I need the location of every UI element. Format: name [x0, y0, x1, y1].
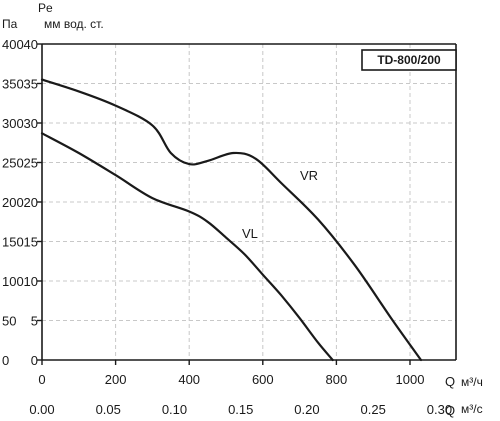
y-tick-label-pa: 300	[2, 116, 24, 131]
grid	[42, 43, 456, 360]
curve-label-vr: VR	[300, 168, 318, 183]
x-primary-label: Q	[445, 374, 455, 389]
y-tick-label-pa: 0	[2, 353, 9, 368]
x-primary-unit: м³/ч	[461, 375, 483, 389]
y-tick-label-mm: 20	[24, 195, 38, 210]
x-secondary-unit: м³/с	[461, 402, 483, 416]
x-tick-label-primary: 600	[252, 372, 274, 387]
x-tick-label-primary: 0	[38, 372, 45, 387]
y-tick-label-pa: 150	[2, 235, 24, 250]
x-tick-label-secondary: 0.25	[361, 402, 386, 417]
x-tick-label-secondary: 0.05	[96, 402, 121, 417]
x-tick-label-secondary: 0.00	[29, 402, 54, 417]
y-tick-label-mm: 5	[31, 314, 38, 329]
y-tick-label-pa: 250	[2, 156, 24, 171]
axes	[37, 43, 457, 365]
x-tick-label-primary: 1000	[396, 372, 425, 387]
x-tick-label-primary: 400	[178, 372, 200, 387]
curve-vr	[40, 78, 423, 362]
curve-label-vl: VL	[242, 226, 258, 241]
y-axis-pa-unit: Па	[2, 17, 18, 31]
curve-vl	[40, 132, 334, 362]
y-tick-label-pa: 100	[2, 274, 24, 289]
y-tick-label-mm: 40	[24, 37, 38, 52]
y-axis-symbol: Pe	[38, 1, 53, 15]
x-tick-label-primary: 200	[105, 372, 127, 387]
x-tick-label-secondary: 0.15	[228, 402, 253, 417]
x-tick-label-secondary: 0.10	[162, 402, 187, 417]
y-tick-label-mm: 15	[24, 235, 38, 250]
x-tick-label-primary: 800	[326, 372, 348, 387]
y-tick-label-pa: 350	[2, 77, 24, 92]
curves	[40, 78, 423, 362]
chart-title: TD-800/200	[377, 53, 441, 67]
y-tick-label-pa: 200	[2, 195, 24, 210]
y-tick-label-mm: 0	[31, 353, 38, 368]
y-tick-label-pa: 400	[2, 37, 24, 52]
y-tick-label-mm: 35	[24, 77, 38, 92]
y-tick-label-pa: 50	[2, 314, 16, 329]
x-tick-label-secondary: 0.30	[427, 402, 452, 417]
y-tick-label-mm: 10	[24, 274, 38, 289]
model-title-box: TD-800/200	[361, 49, 457, 71]
y-tick-label-mm: 30	[24, 116, 38, 131]
x-secondary-label: Q	[445, 403, 455, 418]
y-axis-mm-unit: мм вод. ст.	[44, 17, 104, 31]
y-tick-label-mm: 25	[24, 156, 38, 171]
x-tick-label-secondary: 0.20	[294, 402, 319, 417]
